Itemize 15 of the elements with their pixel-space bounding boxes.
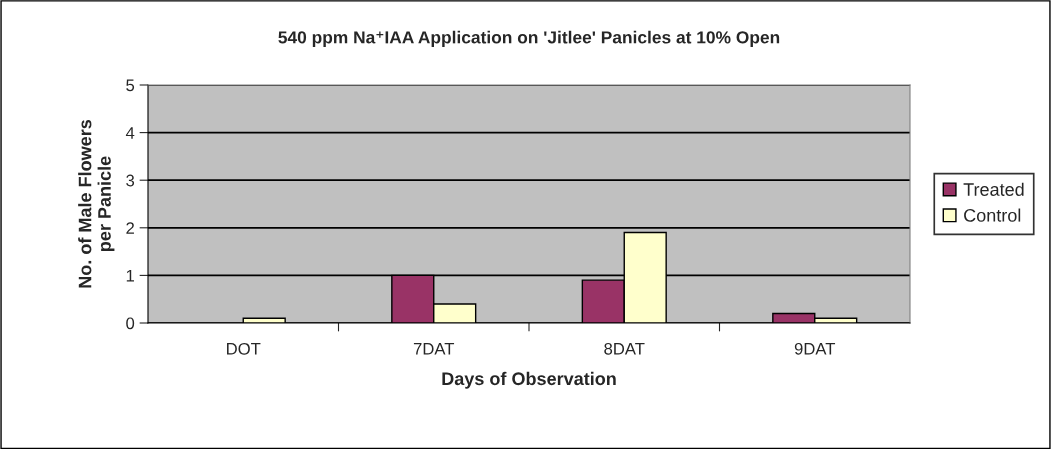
y-tick-label: 5 (126, 79, 135, 92)
chart-title: 540 ppm Na⁺IAA Application on 'Jitlee' Panicles at 10% Open (278, 30, 780, 47)
x-tick-label: 7DAT (413, 343, 455, 355)
y-axis-title: No. of Male Flowers per Panicle (78, 119, 115, 288)
legend-label: Treated (963, 182, 1024, 196)
y-tick-label: 3 (126, 174, 135, 187)
legend-label: Control (964, 208, 1021, 222)
x-tick-label: DOT (227, 342, 261, 355)
x-axis-title: Days of Observation (442, 371, 616, 389)
y-tick-label: 2 (126, 222, 134, 234)
y-tick-label: 1 (126, 269, 134, 282)
x-tick-label: 9DAT (794, 342, 836, 355)
x-tick-label: 8DAT (604, 342, 645, 355)
y-tick-label: 4 (125, 127, 135, 139)
y-tick-label: 0 (126, 317, 135, 330)
